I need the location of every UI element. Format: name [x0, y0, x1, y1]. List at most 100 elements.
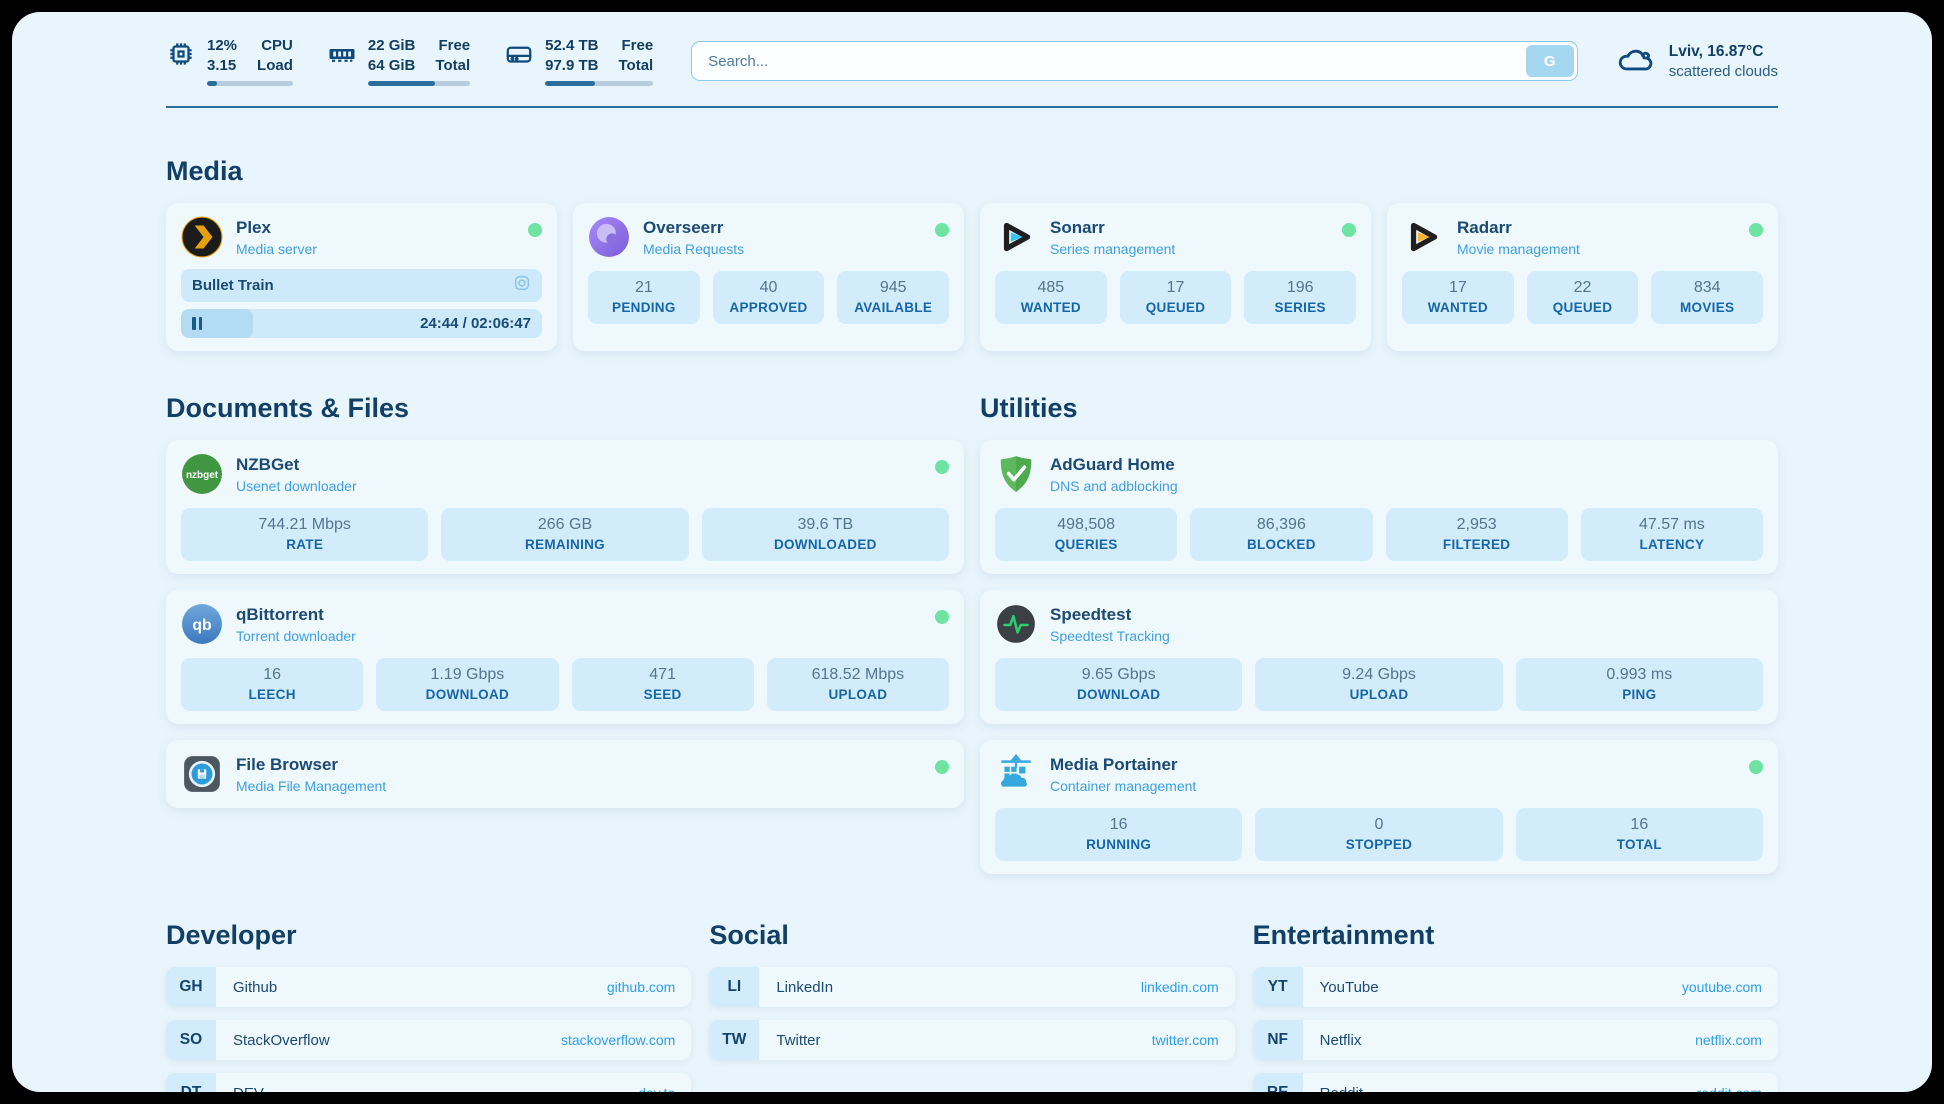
stat-label: SERIES [1274, 300, 1326, 315]
stat-value: 17 [1448, 279, 1467, 296]
section-developer: Developer GH Github github.com SO StackO… [166, 920, 692, 1092]
status-dot [935, 223, 949, 237]
radarr-icon [1402, 216, 1444, 258]
bookmark-row-linkedin[interactable]: LI LinkedIn linkedin.com [709, 967, 1235, 1007]
stat-box: 40 APPROVED [712, 271, 825, 324]
bookmark-row-twitter[interactable]: TW Twitter twitter.com [709, 1020, 1235, 1060]
stat-value: 196 [1286, 279, 1314, 296]
app-name: Sonarr [1050, 217, 1105, 237]
bookmark-abbr: GH [166, 967, 216, 1007]
stat-label: WANTED [1020, 300, 1081, 315]
stat-label: UPLOAD [1349, 687, 1409, 702]
app-card-portainer[interactable]: Media Portainer Container management 16 R… [980, 740, 1778, 874]
stat-value: 16 [263, 666, 282, 683]
app-card-filebrowser[interactable]: File Browser Media File Management [166, 740, 964, 808]
stat-box: 16 RUNNING [995, 808, 1243, 861]
stat-label: DOWNLOADED [773, 537, 877, 552]
app-card-qbittorrent[interactable]: qb qBittorrent Torrent downloader 16 LEEC… [166, 590, 964, 724]
bookmark-name: Twitter [776, 1031, 821, 1049]
stat-value: 485 [1037, 279, 1065, 296]
bookmark-url: netflix.com [1695, 1032, 1762, 1048]
ram-total-label: Total [435, 56, 471, 74]
app-card-adguard[interactable]: AdGuard Home DNS and adblocking 498,508 Q… [980, 440, 1778, 574]
stat-label: RATE [286, 537, 324, 552]
ram-icon [327, 39, 357, 74]
bookmark-url: reddit.com [1697, 1085, 1778, 1092]
bookmark-url: dev.to [638, 1085, 691, 1092]
stat-box: 21 PENDING [588, 271, 700, 324]
ram-free-value: 22 GiB [367, 37, 416, 54]
stat-value: 945 [879, 279, 907, 296]
bookmark-name: Github [233, 978, 278, 996]
stat-value: 39.6 TB [797, 516, 854, 533]
app-name: Speedtest [1050, 604, 1132, 624]
disk-progress-fill [545, 81, 595, 86]
stat-value: 498,508 [1057, 516, 1116, 533]
bookmark-row-youtube[interactable]: YT YouTube youtube.com [1252, 967, 1778, 1007]
app-description: DNS and adblocking [1050, 477, 1178, 494]
pause-icon[interactable] [192, 317, 202, 330]
bookmark-row-github[interactable]: GH Github github.com [166, 967, 692, 1007]
search-input[interactable] [691, 41, 1578, 81]
app-name: Plex [236, 217, 271, 237]
speedtest-icon [995, 603, 1037, 645]
section-title-media: Media [166, 156, 243, 186]
stat-value: 618.52 Mbps [811, 666, 905, 683]
stat-value: 9.24 Gbps [1342, 666, 1416, 683]
app-card-speedtest[interactable]: Speedtest Speedtest Tracking 9.65 Gbps DO… [980, 590, 1778, 724]
nzbget-icon: nzbget [181, 453, 223, 495]
stat-box: 498,508 QUERIES [995, 508, 1178, 561]
stat-label: UPLOAD [828, 687, 888, 702]
svg-text:nzbget: nzbget [186, 470, 219, 481]
app-card-overseerr[interactable]: Overseerr Media Requests 21 PENDING 40 APP… [573, 203, 964, 351]
stat-value: 1.19 Gbps [430, 666, 505, 683]
adguard-icon [995, 453, 1037, 495]
search-provider-button[interactable]: G [1525, 45, 1574, 77]
bookmark-abbr: YT [1252, 967, 1303, 1007]
section-media: Media Plex Media server [166, 156, 1778, 351]
stat-label: RUNNING [1086, 837, 1152, 852]
stat-box: 945 AVAILABLE [837, 271, 950, 324]
plex-icon [181, 216, 223, 258]
section-title-social: Social [709, 920, 789, 950]
app-name: Overseerr [643, 217, 724, 237]
stat-label: QUERIES [1054, 537, 1118, 552]
stat-value: 17 [1166, 279, 1185, 296]
stat-value: 2,953 [1456, 516, 1497, 533]
bookmark-row-stackoverflow[interactable]: SO StackOverflow stackoverflow.com [166, 1020, 692, 1060]
stat-value: 47.57 ms [1638, 516, 1705, 533]
stat-value: 16 [1109, 816, 1128, 833]
disk-free-label: Free [621, 37, 654, 54]
plex-now-playing: Bullet Train [181, 269, 542, 302]
bookmark-abbr: SO [166, 1020, 216, 1060]
app-name: Media Portainer [1050, 754, 1178, 774]
section-title-developer: Developer [166, 920, 297, 950]
cpu-load-value: 3.15 [207, 56, 237, 74]
stat-value: 0 [1374, 816, 1384, 833]
stat-value: 86,396 [1256, 516, 1306, 533]
bookmark-name: Netflix [1319, 1031, 1362, 1049]
app-card-sonarr[interactable]: Sonarr Series management 485 WANTED 17 QUE… [980, 203, 1371, 351]
stat-box: 744.21 Mbps RATE [181, 508, 429, 561]
app-card-radarr[interactable]: Radarr Movie management 17 WANTED 22 QUEUE… [1387, 203, 1778, 351]
bookmark-row-reddit[interactable]: RE Reddit reddit.com [1252, 1073, 1778, 1092]
stat-label: STOPPED [1345, 837, 1413, 852]
stat-box: 86,396 BLOCKED [1190, 508, 1373, 561]
bookmark-row-netflix[interactable]: NF Netflix netflix.com [1252, 1020, 1778, 1060]
app-card-nzbget[interactable]: nzbget NZBGet Usenet downloader 744.21 M… [166, 440, 964, 574]
status-dot [935, 610, 949, 624]
stat-box: 618.52 Mbps UPLOAD [766, 658, 949, 711]
bookmark-name: YouTube [1319, 978, 1379, 996]
app-card-plex[interactable]: Plex Media server Bullet Train [166, 203, 557, 351]
header-divider [166, 106, 1778, 108]
bookmark-abbr: LI [709, 967, 760, 1007]
status-dot [1749, 760, 1763, 774]
stat-label: BLOCKED [1246, 537, 1316, 552]
stat-box: 196 SERIES [1244, 271, 1357, 324]
stat-label: LATENCY [1639, 537, 1705, 552]
bookmark-row-dev[interactable]: DT DEV dev.to [166, 1073, 692, 1092]
stat-value: 40 [759, 279, 778, 296]
cpu-metric: 12% 3.15 CPU Load [166, 36, 293, 86]
stat-label: PENDING [612, 300, 676, 315]
